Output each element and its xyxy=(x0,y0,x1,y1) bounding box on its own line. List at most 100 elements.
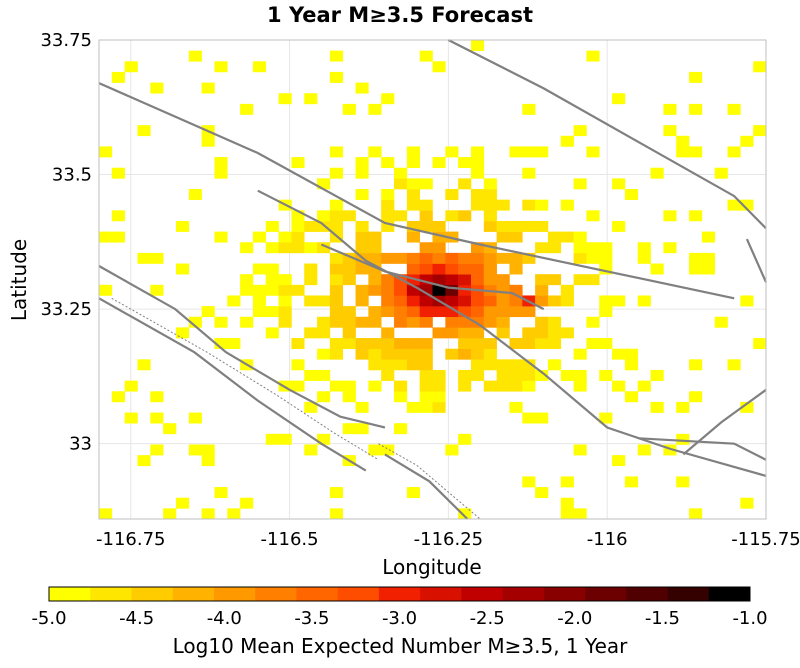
heatmap-cell xyxy=(355,316,369,328)
heatmap-cell xyxy=(535,487,549,499)
heatmap-cell xyxy=(304,444,318,456)
heatmap-cell xyxy=(624,476,639,488)
y-tick-label: 33.5 xyxy=(52,165,92,186)
heatmap-cell xyxy=(317,178,331,190)
heatmap-cell xyxy=(522,146,536,158)
heatmap-cell xyxy=(329,199,344,211)
heatmap-cell xyxy=(381,274,395,286)
heatmap-cell xyxy=(368,359,382,371)
heatmap-cell xyxy=(727,359,741,371)
heatmap-cell xyxy=(291,338,305,349)
heatmap-cell xyxy=(612,220,626,232)
heatmap-cell xyxy=(329,252,344,264)
heatmap-cell xyxy=(355,220,369,232)
heatmap-cell xyxy=(368,444,382,456)
heatmap-cell xyxy=(470,359,485,371)
heatmap-cell xyxy=(278,231,292,243)
y-axis-ticks: 33.75 33.5 33.25 33 xyxy=(40,30,92,455)
heatmap-cell xyxy=(419,263,433,275)
heatmap-cell xyxy=(201,508,215,520)
heatmap-cell xyxy=(496,199,510,211)
heatmap-cell xyxy=(329,380,344,392)
heatmap-cell xyxy=(612,93,626,105)
x-tick-label: -116 xyxy=(587,529,628,550)
heatmap-cell xyxy=(573,348,587,360)
heatmap-cell xyxy=(406,157,420,169)
heatmap-cell xyxy=(483,338,497,349)
heatmap-cell xyxy=(470,252,485,264)
heatmap-cell xyxy=(355,167,369,179)
heatmap-cell xyxy=(201,444,215,456)
colorbar-tick-label: -1.0 xyxy=(732,608,767,629)
heatmap-cell xyxy=(483,263,497,275)
heatmap-cell xyxy=(599,252,613,264)
heatmap-cell xyxy=(432,231,446,243)
heatmap-cell xyxy=(509,231,523,243)
heatmap-cell xyxy=(676,476,690,488)
heatmap-cell xyxy=(381,93,395,105)
heatmap-cell xyxy=(329,210,344,222)
heatmap-cell xyxy=(368,306,382,318)
heatmap-cell xyxy=(701,252,715,264)
heatmap-cell xyxy=(214,167,228,179)
heatmap-cell xyxy=(458,369,472,381)
heatmap-cell xyxy=(394,284,408,296)
heatmap-cell xyxy=(381,284,395,296)
heatmap-cell xyxy=(227,508,241,520)
heatmap-cell xyxy=(458,284,472,296)
heatmap-cell xyxy=(535,412,549,424)
heatmap-cell xyxy=(137,359,151,371)
heatmap-cell xyxy=(432,306,446,318)
heatmap-cell xyxy=(317,210,331,222)
heatmap-cell xyxy=(458,252,472,264)
heatmap-cell xyxy=(252,306,267,318)
heatmap-cell xyxy=(432,252,446,264)
heatmap-cell xyxy=(586,252,600,264)
heatmap-cell xyxy=(419,178,433,190)
heatmap-cell xyxy=(535,199,549,211)
fault-lines xyxy=(98,39,768,520)
heatmap-cell xyxy=(496,284,510,296)
heatmap-cell xyxy=(342,274,356,286)
heatmap-cell xyxy=(406,231,420,243)
heatmap-cell xyxy=(175,263,190,275)
heatmap-cell xyxy=(240,497,254,509)
heatmap-cell xyxy=(419,210,433,222)
fault-line xyxy=(98,265,386,429)
heatmap-cell xyxy=(445,252,459,264)
x-tick-label: -116.5 xyxy=(261,529,319,550)
heatmap-cell xyxy=(547,316,562,328)
heatmap-cell xyxy=(689,391,703,403)
heatmap-cell xyxy=(406,284,420,296)
heatmap-cell xyxy=(547,274,562,286)
heatmap-cell xyxy=(689,263,703,275)
heatmap-cell xyxy=(458,178,472,190)
fault-line xyxy=(98,297,367,472)
heatmap-cell xyxy=(317,220,331,232)
heatmap-cell xyxy=(329,295,344,307)
heatmap-cell xyxy=(329,167,344,179)
heatmap-cell xyxy=(612,348,626,360)
heatmap-cell xyxy=(419,391,433,403)
heatmap-cell xyxy=(483,295,497,307)
heatmap-cell xyxy=(304,401,318,413)
colorbar-segment xyxy=(585,587,627,601)
heatmap-cell xyxy=(586,316,600,328)
heatmap-cell xyxy=(419,306,433,318)
heatmap-cell xyxy=(278,284,292,296)
heatmap-cell xyxy=(406,401,420,413)
heatmap-cell xyxy=(483,274,497,286)
heatmap-cell xyxy=(470,199,485,211)
heatmap-cell xyxy=(522,338,536,349)
heatmap-cell xyxy=(406,263,420,275)
heatmap-cell xyxy=(624,359,639,371)
heatmap-cell xyxy=(560,284,574,296)
heatmap-cell xyxy=(470,189,485,200)
heatmap-cell xyxy=(432,274,446,286)
heatmap-cell xyxy=(458,338,472,349)
heatmap-cell xyxy=(586,242,600,254)
heatmap-cell xyxy=(535,369,549,381)
fault-line xyxy=(320,243,545,311)
colorbar-tick-label: -1.5 xyxy=(645,608,680,629)
heatmap-cell xyxy=(522,359,536,371)
